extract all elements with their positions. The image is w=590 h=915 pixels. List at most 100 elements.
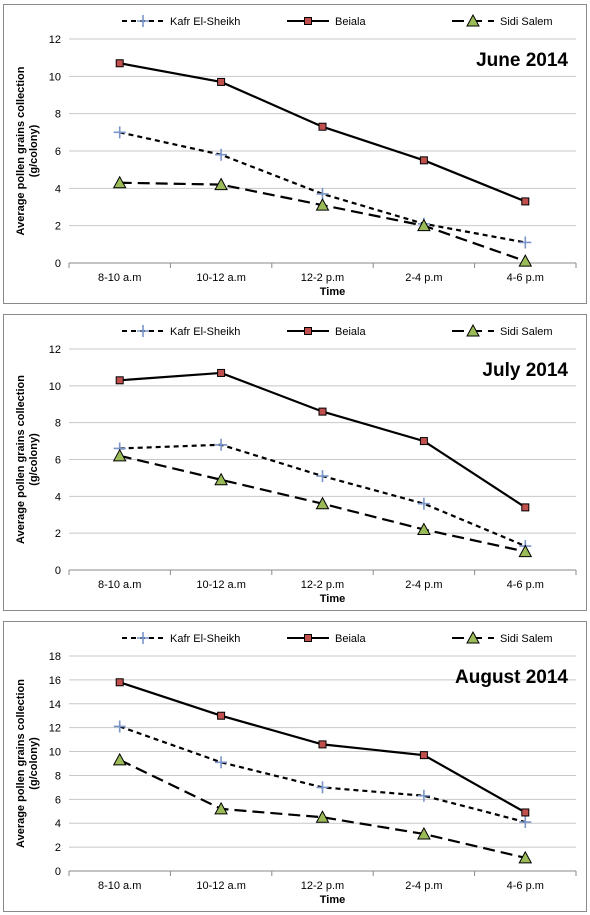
x-tick-label: 4-6 p.m — [507, 880, 544, 892]
data-point-kafr-el-sheikh — [316, 781, 329, 794]
x-tick-label: 4-6 p.m — [507, 579, 544, 591]
legend-marker — [466, 630, 480, 644]
data-point-kafr-el-sheikh — [417, 497, 430, 510]
y-tick-label: 0 — [55, 258, 61, 270]
legend-label: Beiala — [335, 326, 366, 338]
y-tick-label: 4 — [55, 183, 61, 195]
series-beiala — [115, 368, 530, 512]
legend-marker — [137, 325, 149, 337]
series-sidi-salem — [112, 752, 533, 864]
y-tick-label: 2 — [55, 528, 61, 540]
y-tick-label: 6 — [55, 146, 61, 158]
y-tick-label: 4 — [55, 491, 61, 503]
data-point-kafr-el-sheikh — [316, 187, 329, 200]
data-point-beiala — [217, 711, 226, 720]
y-tick-label: 18 — [49, 651, 61, 663]
data-point-kafr-el-sheikh — [215, 438, 228, 451]
y-tick-label: 12 — [49, 344, 61, 356]
y-tick-label: 0 — [55, 565, 61, 577]
data-point-beiala — [318, 407, 327, 416]
data-point-kafr-el-sheikh — [519, 236, 532, 249]
data-point-sidi-salem — [417, 218, 431, 232]
chart-title: August 2014 — [455, 667, 568, 688]
legend-marker — [304, 327, 312, 335]
data-point-beiala — [115, 59, 124, 68]
series-beiala — [115, 678, 530, 817]
legend-item-beiala: Beiala — [287, 633, 366, 645]
legend-marker — [304, 17, 312, 25]
data-point-beiala — [217, 77, 226, 86]
y-tick-label: 8 — [55, 109, 61, 121]
legend-label: Kafr El-Sheikh — [170, 16, 240, 28]
series-beiala — [115, 59, 530, 206]
chart-panel-june: 0 2 4 6 8 10 12 8-10 a.m 10-12 a.m 12-2 p.m 2-4 p.… — [3, 4, 587, 304]
series-sidi-salem — [112, 448, 533, 558]
legend-label: Sidi Salem — [500, 326, 553, 338]
series-kafr-el-sheikh — [113, 720, 532, 829]
legend-item-kafr-el-sheikh: Kafr El-Sheikh — [122, 632, 240, 645]
y-tick-label: 4 — [55, 818, 61, 830]
legend-marker — [137, 632, 149, 644]
y-tick-label: 10 — [49, 747, 61, 759]
data-point-sidi-salem — [417, 522, 431, 535]
series-kafr-el-sheikh — [113, 126, 532, 249]
legend-marker — [466, 13, 480, 27]
chart-title: June 2014 — [476, 50, 568, 71]
y-tick-label: 8 — [55, 418, 61, 430]
data-point-beiala — [115, 376, 124, 385]
data-point-sidi-salem — [315, 198, 330, 211]
legend-item-beiala: Beiala — [287, 16, 366, 28]
y-tick-label: 16 — [49, 675, 61, 687]
data-point-sidi-salem — [112, 175, 127, 189]
x-tick-label: 2-4 p.m — [405, 880, 442, 892]
x-tick-label: 2-4 p.m — [405, 272, 442, 284]
data-point-sidi-salem — [214, 177, 228, 191]
y-axis-title: Average pollen grains collection(g/colon… — [15, 66, 40, 235]
legend-label: Sidi Salem — [500, 633, 553, 645]
data-point-beiala — [115, 678, 124, 687]
data-point-beiala — [419, 751, 428, 760]
legend-marker — [304, 634, 312, 642]
data-point-sidi-salem — [315, 496, 330, 510]
y-tick-label: 0 — [55, 866, 61, 878]
data-point-kafr-el-sheikh — [215, 756, 228, 769]
y-tick-label: 14 — [49, 699, 61, 711]
data-point-sidi-salem — [417, 826, 431, 840]
x-tick-label: 8-10 a.m — [98, 880, 141, 892]
y-tick-label: 10 — [49, 381, 61, 393]
chart-panel-august: 0 2 4 6 8 10 12 14 16 18 8-10 a.m 10-12 a.m 12-2 p.m… — [3, 621, 587, 912]
series-kafr-el-sheikh — [113, 438, 532, 553]
legend-label: Kafr El-Sheikh — [170, 633, 240, 645]
data-point-kafr-el-sheikh — [113, 720, 126, 733]
legend-item-kafr-el-sheikh: Kafr El-Sheikh — [122, 15, 240, 28]
y-tick-label: 10 — [49, 71, 61, 83]
x-axis-title: Time — [320, 286, 345, 298]
legend-marker — [466, 323, 480, 337]
y-axis-title: Average pollen grains collection(g/colon… — [15, 375, 40, 544]
data-point-sidi-salem — [112, 448, 127, 462]
data-point-beiala — [217, 368, 226, 377]
legend-item-sidi-salem: Sidi Salem — [452, 630, 553, 645]
data-point-kafr-el-sheikh — [113, 126, 126, 139]
series-line-sidi-salem — [119, 758, 526, 859]
data-point-beiala — [419, 437, 428, 446]
x-tick-label: 8-10 a.m — [98, 272, 141, 284]
series-line-kafr-el-sheikh — [119, 131, 526, 244]
data-point-beiala — [419, 156, 428, 165]
legend-item-kafr-el-sheikh: Kafr El-Sheikh — [122, 325, 240, 338]
x-tick-label: 8-10 a.m — [98, 579, 141, 591]
y-axis-title: Average pollen grains collection(g/colon… — [15, 679, 40, 848]
x-tick-label: 12-2 p.m — [301, 880, 344, 892]
data-point-beiala — [318, 122, 327, 131]
y-tick-label: 2 — [55, 842, 61, 854]
chart-panel-july: 0 2 4 6 8 10 12 8-10 a.m 10-12 a.m 12-2 p.m 2-4 p.… — [3, 314, 587, 611]
data-point-kafr-el-sheikh — [417, 789, 430, 802]
x-tick-label: 10-12 a.m — [196, 272, 246, 284]
data-point-sidi-salem — [518, 254, 533, 267]
x-axis-title: Time — [320, 894, 345, 906]
x-tick-label: 12-2 p.m — [301, 579, 344, 591]
x-tick-label: 4-6 p.m — [507, 272, 544, 284]
y-tick-label: 8 — [55, 770, 61, 782]
data-point-beiala — [521, 503, 530, 512]
